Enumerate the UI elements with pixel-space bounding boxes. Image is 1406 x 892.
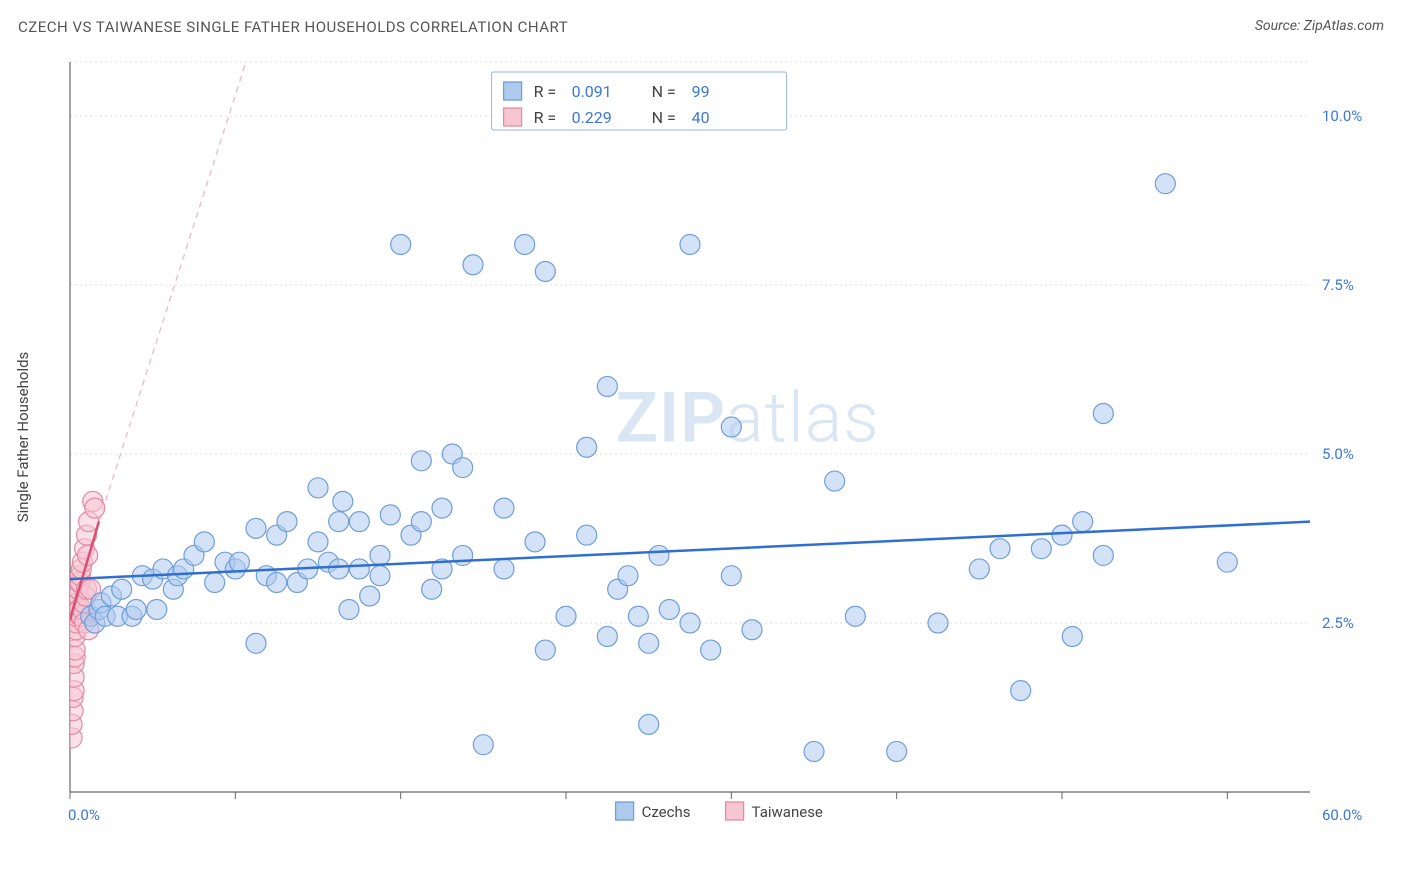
data-point — [618, 566, 638, 586]
x-min-label: 0.0% — [68, 806, 100, 824]
data-point — [597, 376, 617, 396]
data-point — [628, 606, 648, 626]
legend-n-value: 99 — [692, 82, 710, 101]
trend-line-ext — [99, 0, 380, 522]
data-point — [804, 741, 824, 761]
data-point — [515, 235, 535, 255]
data-point — [1093, 545, 1113, 565]
legend-n-label: N = — [652, 108, 676, 127]
data-point — [349, 559, 369, 579]
data-point — [360, 586, 380, 606]
legend-label: Taiwanese — [752, 803, 823, 821]
data-point — [453, 458, 473, 478]
data-point — [1217, 552, 1237, 572]
legend-r-label: R = — [534, 82, 557, 101]
chart-svg: 2.5% 5.0% 7.5% 10.0% 0.0% 60.0% ZIPatlas R = 0.0… — [60, 50, 1380, 830]
data-point — [126, 600, 146, 620]
legend-n-value: 40 — [692, 108, 710, 127]
data-point — [535, 262, 555, 282]
data-point — [701, 640, 721, 660]
legend-swatch — [504, 108, 522, 126]
data-point — [845, 606, 865, 626]
data-point — [329, 512, 349, 532]
data-point — [535, 640, 555, 660]
data-point — [928, 613, 948, 633]
legend-r-label: R = — [534, 108, 557, 127]
y-tick-label: 2.5% — [1322, 614, 1354, 632]
source-attribution: Source: ZipAtlas.com — [1255, 18, 1384, 34]
data-point — [308, 478, 328, 498]
data-point — [494, 498, 514, 518]
data-point — [432, 498, 452, 518]
data-point — [1093, 403, 1113, 423]
data-point — [339, 600, 359, 620]
data-point — [1011, 681, 1031, 701]
data-point — [411, 451, 431, 471]
data-point — [649, 545, 669, 565]
legend-swatch — [616, 802, 634, 820]
data-point — [1073, 512, 1093, 532]
chart-title: CZECH VS TAIWANESE SINGLE FATHER HOUSEHO… — [18, 18, 568, 36]
data-point — [267, 572, 287, 592]
data-point — [721, 417, 741, 437]
data-point — [229, 552, 249, 572]
data-point — [246, 633, 266, 653]
y-axis-label: Single Father Households — [14, 352, 32, 523]
data-point — [659, 600, 679, 620]
data-point — [680, 613, 700, 633]
data-point — [370, 566, 390, 586]
data-point — [246, 518, 266, 538]
data-point — [556, 606, 576, 626]
data-point — [380, 505, 400, 525]
data-point — [1052, 525, 1072, 545]
data-point — [329, 559, 349, 579]
data-point — [887, 741, 907, 761]
data-point — [577, 525, 597, 545]
legend-r-value: 0.229 — [572, 108, 612, 127]
data-point — [1155, 174, 1175, 194]
data-point — [463, 255, 483, 275]
data-point — [577, 437, 597, 457]
data-point — [473, 735, 493, 755]
data-point — [277, 512, 297, 532]
data-point — [205, 572, 225, 592]
data-point — [597, 627, 617, 647]
data-point — [370, 545, 390, 565]
data-point — [1031, 539, 1051, 559]
data-point — [349, 512, 369, 532]
data-point — [742, 620, 762, 640]
data-point — [525, 532, 545, 552]
data-point — [639, 714, 659, 734]
legend-swatch — [504, 82, 522, 100]
data-point — [85, 498, 105, 518]
data-point — [308, 532, 328, 552]
data-point — [422, 579, 442, 599]
legend-swatch — [726, 802, 744, 820]
x-max-label: 60.0% — [1322, 806, 1362, 824]
legend-n-label: N = — [652, 82, 676, 101]
y-tick-label: 7.5% — [1322, 276, 1354, 294]
data-point — [825, 471, 845, 491]
y-tick-label: 10.0% — [1322, 107, 1362, 125]
data-point — [411, 512, 431, 532]
y-tick-label: 5.0% — [1322, 445, 1354, 463]
legend-r-value: 0.091 — [572, 82, 612, 101]
data-point — [391, 235, 411, 255]
data-point — [147, 600, 167, 620]
watermark: ZIPatlas — [616, 378, 880, 460]
scatter-plot: 2.5% 5.0% 7.5% 10.0% 0.0% 60.0% ZIPatlas R = 0.0… — [60, 50, 1380, 830]
series-legend: Czechs Taiwanese — [616, 802, 823, 821]
data-point — [721, 566, 741, 586]
data-point — [639, 633, 659, 653]
data-point — [112, 579, 132, 599]
legend-label: Czechs — [642, 803, 691, 821]
data-point — [680, 235, 700, 255]
data-point — [990, 539, 1010, 559]
data-point — [1062, 627, 1082, 647]
data-point — [969, 559, 989, 579]
y-axis-label-container: Single Father Households — [14, 266, 32, 437]
data-point — [194, 532, 214, 552]
data-point — [494, 559, 514, 579]
data-point — [333, 491, 353, 511]
